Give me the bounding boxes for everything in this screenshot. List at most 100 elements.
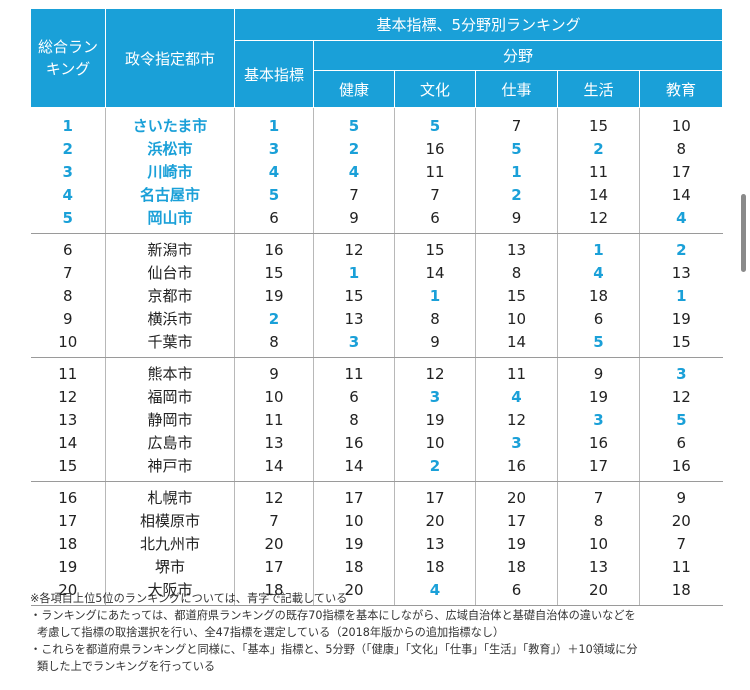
life-cell: 11	[557, 160, 640, 183]
culture-cell: 20	[394, 509, 476, 532]
work-cell: 17	[475, 509, 558, 532]
rank-cell: 17	[58, 511, 78, 530]
life-cell: 2	[557, 137, 640, 160]
rank-cell: 5	[30, 206, 106, 234]
note-line: 類した上でランキングを行っている	[37, 660, 216, 673]
work-cell: 8	[475, 261, 558, 284]
basic-cell: 8	[234, 330, 314, 358]
table-row: 14 広島市 13 16 10 3 16 6	[31, 431, 723, 454]
rank-cell: 10	[30, 330, 106, 358]
education-cell: 8	[638, 137, 723, 160]
health-cell: 18	[313, 555, 395, 578]
city-cell: さいたま市	[105, 107, 235, 137]
education-cell: 18	[638, 578, 723, 606]
culture-cell: 14	[394, 261, 476, 284]
basic-cell: 9	[234, 357, 314, 385]
city-cell: 広島市	[105, 431, 235, 454]
education-cell: 1	[638, 284, 723, 307]
education-cell: 9	[638, 481, 723, 509]
culture-cell: 10	[394, 431, 476, 454]
health-cell: 2	[313, 137, 395, 160]
education-cell: 19	[638, 307, 723, 330]
city-cell: 札幌市	[105, 481, 235, 509]
city-cell: 京都市	[105, 284, 235, 307]
life-cell: 19	[557, 385, 640, 408]
life-cell: 14	[557, 183, 640, 206]
health-cell: 1	[313, 261, 395, 284]
city-cell: 岡山市	[105, 206, 235, 234]
city-cell: 堺市	[105, 555, 235, 578]
work-cell: 6	[475, 578, 558, 606]
culture-cell: 6	[394, 206, 476, 234]
city-cell: 福岡市	[105, 385, 235, 408]
work-cell: 1	[475, 160, 558, 183]
table-row: 12 福岡市 10 6 3 4 19 12	[31, 385, 723, 408]
education-cell: 16	[638, 454, 723, 482]
note-line: 考慮して指標の取捨選択を行い、全47指標を選定している（2018年版からの追加指…	[37, 626, 505, 639]
rank-cell: 8	[62, 286, 73, 305]
health-cell: 20	[313, 578, 395, 606]
culture-cell: 16	[394, 137, 476, 160]
life-cell: 9	[557, 357, 640, 385]
scrollbar[interactable]	[741, 194, 746, 272]
health-cell: 5	[313, 107, 395, 137]
city-cell: 大阪市	[105, 578, 235, 606]
life-cell: 3	[557, 408, 640, 431]
life-cell: 12	[557, 206, 640, 234]
basic-cell: 13	[234, 431, 314, 454]
work-cell: 11	[475, 357, 558, 385]
work-cell: 10	[475, 307, 558, 330]
health-cell: 17	[313, 481, 395, 509]
rank-cell: 12	[58, 387, 78, 406]
health-cell: 11	[313, 357, 395, 385]
rank-cell: 20	[30, 578, 106, 606]
table-row: 3 川崎市 4 4 11 1 11 17	[31, 160, 723, 183]
rank-cell: 2	[62, 139, 73, 158]
basic-cell: 14	[234, 454, 314, 482]
basic-cell: 3	[234, 137, 314, 160]
health-cell: 12	[313, 233, 395, 261]
work-cell: 7	[475, 107, 558, 137]
basic-cell: 10	[234, 385, 314, 408]
table-row: 8 京都市 19 15 1 15 18 1	[31, 284, 723, 307]
life-cell: 8	[557, 509, 640, 532]
table-row: 13 静岡市 11 8 19 12 3 5	[31, 408, 723, 431]
life-cell: 6	[557, 307, 640, 330]
health-cell: 4	[313, 160, 395, 183]
header-work: 仕事	[475, 70, 558, 108]
basic-cell: 12	[234, 481, 314, 509]
education-cell: 3	[638, 357, 723, 385]
city-cell: 川崎市	[105, 160, 235, 183]
header-group: 基本指標、5分野別ランキング	[233, 8, 724, 41]
life-cell: 5	[557, 330, 640, 358]
table-row: 9 横浜市 2 13 8 10 6 19	[31, 307, 723, 330]
city-cell: 横浜市	[105, 307, 235, 330]
health-cell: 14	[313, 454, 395, 482]
rank-cell: 15	[30, 454, 106, 482]
basic-cell: 18	[234, 578, 314, 606]
life-cell: 20	[557, 578, 640, 606]
culture-cell: 11	[394, 160, 476, 183]
basic-cell: 16	[234, 233, 314, 261]
rank-cell: 3	[62, 162, 73, 181]
city-cell: 熊本市	[105, 357, 235, 385]
work-cell: 13	[475, 233, 558, 261]
city-cell: 浜松市	[105, 137, 235, 160]
rank-cell: 6	[62, 240, 73, 259]
header-culture: 文化	[394, 70, 476, 108]
basic-cell: 15	[234, 261, 314, 284]
work-cell: 19	[475, 532, 558, 555]
basic-cell: 19	[234, 284, 314, 307]
education-cell: 13	[638, 261, 723, 284]
culture-cell: 3	[394, 385, 476, 408]
culture-cell: 12	[394, 357, 476, 385]
education-cell: 11	[638, 555, 723, 578]
work-cell: 2	[475, 183, 558, 206]
table-row: 6 新潟市 16 12 15 13 1 2	[31, 233, 723, 261]
life-cell: 17	[557, 454, 640, 482]
rank-cell: 9	[62, 309, 73, 328]
city-cell: 静岡市	[105, 408, 235, 431]
table-row: 19 堺市 17 18 18 18 13 11	[31, 555, 723, 578]
life-cell: 7	[557, 481, 640, 509]
work-cell: 14	[475, 330, 558, 358]
